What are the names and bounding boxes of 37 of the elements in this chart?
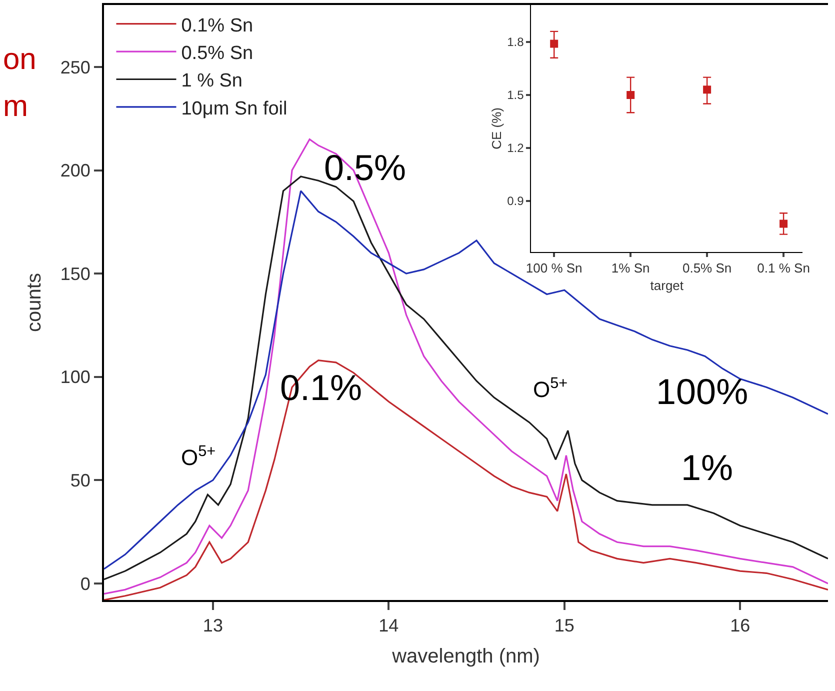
y-tick-label: 250	[60, 57, 90, 78]
annotation: 100%	[656, 371, 748, 412]
y-tick-label: 50	[70, 470, 90, 490]
y-tick-label: 1.5	[507, 88, 524, 102]
legend-label: 0.5% Sn	[181, 42, 254, 64]
x-axis-title: target	[650, 278, 684, 294]
legend-label: 1 % Sn	[181, 70, 243, 92]
line-series	[104, 360, 828, 600]
x-tick-label: 1% Sn	[611, 260, 650, 276]
legend-label: 10μm Sn foil	[181, 98, 288, 120]
point	[626, 90, 635, 99]
y-tick-label: 200	[60, 160, 90, 181]
y-tick-label: 150	[60, 264, 90, 284]
x-tick-label: 100 % Sn	[526, 260, 582, 276]
point	[703, 86, 712, 94]
y-tick-label: 100	[60, 367, 90, 388]
text: on	[3, 43, 36, 76]
x-tick-label: 0.5% Sn	[682, 260, 732, 276]
y-axis-title: CE (%)	[489, 108, 504, 150]
x-tick-label: 13	[202, 616, 223, 636]
text: m	[3, 90, 28, 123]
annotation: O$^{5+}$	[181, 443, 216, 470]
x-tick-label: 0.1 % Sn	[757, 260, 810, 276]
y-tick-label: 1.2	[507, 141, 524, 156]
y-tick-label: 1.8	[507, 35, 524, 50]
point	[780, 220, 788, 228]
annotation: 1%	[681, 447, 734, 488]
annotation: O$^{5+}$	[533, 375, 568, 402]
y-tick-label: 0	[80, 574, 90, 594]
y-axis-title: counts	[23, 273, 46, 332]
point	[550, 40, 558, 48]
x-tick-label: 14	[378, 616, 399, 636]
x-tick-label: 16	[730, 616, 750, 636]
legend-label: 0.1% Sn	[181, 15, 254, 36]
x-axis-title: wavelength (nm)	[391, 646, 540, 668]
x-tick-label: 15	[554, 616, 574, 636]
y-tick-label: 0.9	[507, 194, 524, 208]
